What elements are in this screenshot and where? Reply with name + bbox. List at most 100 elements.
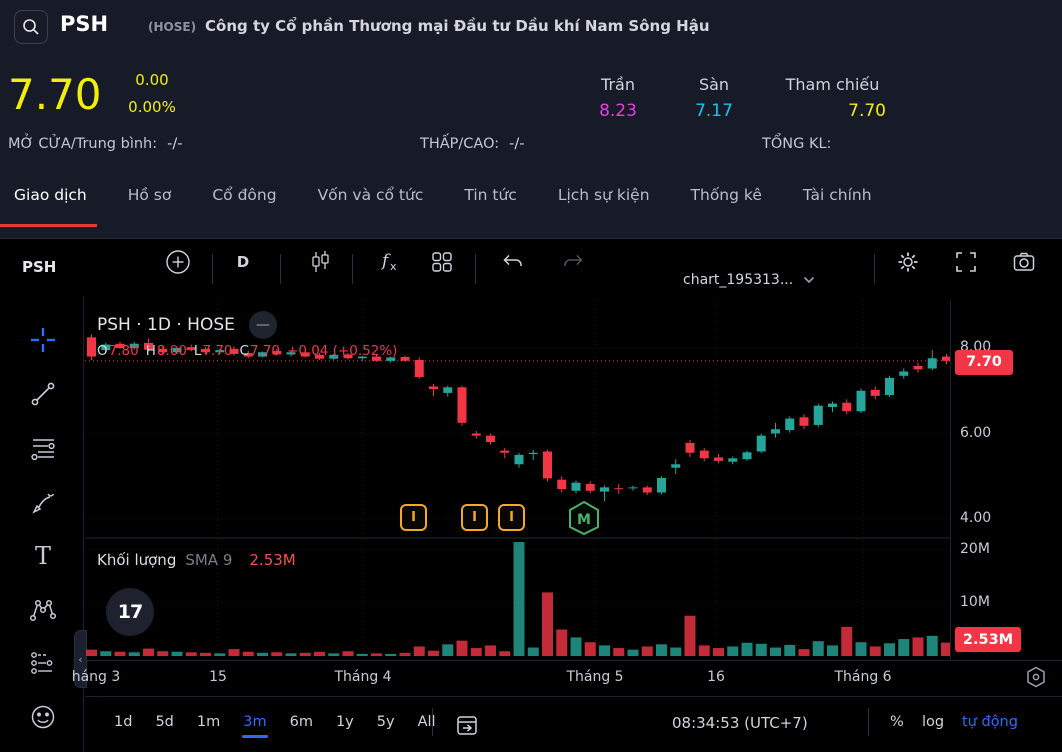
open-avg-value: -/- bbox=[167, 136, 183, 152]
range-5y[interactable]: 5y bbox=[376, 714, 395, 730]
range-1m[interactable]: 1m bbox=[196, 714, 221, 730]
range-3m[interactable]: 3m bbox=[236, 710, 273, 738]
range-1y[interactable]: 1y bbox=[335, 714, 354, 730]
fib-lines-tool-button[interactable] bbox=[25, 430, 61, 466]
forecast-tool-button[interactable] bbox=[25, 645, 61, 681]
pattern-tool-button[interactable] bbox=[25, 592, 61, 628]
svg-text:M: M bbox=[577, 512, 591, 528]
tab-tin-tức[interactable]: Tin tức bbox=[464, 186, 517, 204]
volume-label[interactable]: Khối lượng bbox=[97, 551, 177, 569]
ohlc-key: O bbox=[97, 343, 108, 359]
trend-line-icon bbox=[31, 382, 55, 406]
price-change-pct: 0.00% bbox=[128, 98, 176, 116]
ohlc-value: 8.00 bbox=[156, 343, 187, 359]
emoji-tool-button[interactable] bbox=[25, 699, 61, 735]
ceiling-value: 8.23 bbox=[599, 101, 637, 121]
session-clock[interactable]: 08:34:53 (UTC+7) bbox=[672, 714, 808, 732]
calendar-goto-icon bbox=[457, 716, 477, 735]
chart-style-button[interactable] bbox=[303, 245, 337, 279]
text-tool-button[interactable]: T bbox=[25, 538, 61, 574]
total-volume-label: TỔNG KL: bbox=[762, 136, 832, 152]
header-exchange: (HOSE) bbox=[148, 20, 197, 34]
tab-thống-kê[interactable]: Thống kê bbox=[690, 186, 762, 204]
reference-label: Tham chiếu bbox=[785, 75, 880, 94]
range-all[interactable]: All bbox=[417, 714, 436, 730]
indicator-templates-button[interactable] bbox=[425, 245, 459, 279]
text-icon: T bbox=[35, 542, 51, 570]
low-high: THẤP/CAO: -/- bbox=[420, 136, 525, 152]
volume-tick: 10M bbox=[960, 594, 990, 610]
range-1d[interactable]: 1d bbox=[114, 714, 133, 730]
toolbar-symbol: PSH bbox=[22, 258, 57, 276]
event-marker-i[interactable]: I bbox=[498, 504, 525, 531]
floor-value: 7.17 bbox=[695, 101, 733, 121]
snapshot-button[interactable] bbox=[1007, 245, 1041, 279]
chart-legend: PSH · 1D · HOSE — bbox=[97, 311, 277, 339]
tab-giao-dịch[interactable]: Giao dịch bbox=[0, 186, 97, 227]
low-high-value: -/- bbox=[509, 136, 525, 152]
tab-cổ-đông[interactable]: Cổ đông bbox=[212, 186, 277, 204]
trend-line-tool-button[interactable] bbox=[25, 376, 61, 412]
fullscreen-icon bbox=[956, 252, 976, 272]
chart-name-menu[interactable]: chart_195313... bbox=[683, 256, 815, 304]
brush-tool-button[interactable] bbox=[25, 484, 61, 520]
gear-icon bbox=[898, 252, 918, 272]
last-volume-badge: 2.53M bbox=[955, 627, 1021, 652]
reference-block: Tham chiếu 7.70 bbox=[775, 75, 890, 121]
toolbar-collapse-handle[interactable]: ‹ bbox=[74, 630, 87, 688]
ohlc-change: +0.04 (+0.52%) bbox=[287, 343, 398, 359]
fullscreen-button[interactable] bbox=[949, 245, 983, 279]
ohlc-key: H bbox=[145, 343, 156, 359]
low-high-label: THẤP/CAO: bbox=[420, 136, 500, 152]
chart-settings-button[interactable] bbox=[891, 245, 925, 279]
floor-label: Sàn bbox=[698, 75, 730, 94]
search-icon bbox=[23, 19, 39, 35]
tab-lịch-sự-kiện[interactable]: Lịch sự kiện bbox=[557, 186, 650, 204]
tab-bar: Giao dịch Hồ sơ Cổ đông Vốn và cổ tức Tin tứ… bbox=[0, 186, 872, 227]
reference-value: 7.70 bbox=[848, 101, 886, 121]
axis-settings-button[interactable] bbox=[1022, 664, 1050, 690]
goto-date-button[interactable] bbox=[450, 708, 484, 742]
legend-collapse-button[interactable]: — bbox=[248, 311, 277, 339]
time-axis-label: 16 bbox=[707, 669, 725, 685]
open-avg: MỞ CỬA/Trung bình: -/- bbox=[8, 136, 182, 152]
floor-block: Sàn 7.17 bbox=[679, 75, 749, 121]
tradingview-logo[interactable]: 17 bbox=[106, 588, 154, 636]
auto-scale-button[interactable]: tự động bbox=[962, 714, 1018, 730]
time-axis-label: Tháng 4 bbox=[334, 669, 392, 685]
last-price-badge: 7.70 bbox=[955, 349, 1013, 375]
time-axis-label: háng 3 bbox=[71, 669, 121, 685]
ceiling-block: Trần 8.23 bbox=[583, 75, 653, 121]
compare-add-button[interactable] bbox=[161, 245, 195, 279]
chevron-down-icon bbox=[804, 276, 815, 284]
crosshair-tool-button[interactable] bbox=[25, 322, 61, 358]
percent-scale-button[interactable]: % bbox=[890, 714, 904, 730]
undo-icon bbox=[503, 254, 522, 266]
interval-button[interactable]: D bbox=[236, 253, 250, 271]
tab-hồ-sơ[interactable]: Hồ sơ bbox=[127, 186, 172, 204]
range-6m[interactable]: 6m bbox=[289, 714, 313, 730]
event-marker-i[interactable]: I bbox=[461, 504, 488, 531]
price-volume-chart[interactable] bbox=[85, 300, 950, 660]
range-5d[interactable]: 5d bbox=[155, 714, 174, 730]
redo-button[interactable] bbox=[557, 245, 591, 279]
brush-icon bbox=[32, 493, 55, 514]
open-avg-label: MỞ CỬA/Trung bình: bbox=[8, 136, 158, 152]
ohlc-readout: O 7.80 H 8.00 L 7.70 C 7.70 +0.04 (+0.52%) bbox=[97, 343, 397, 359]
tab-vốn-và-cổ-tức[interactable]: Vốn và cổ tức bbox=[317, 186, 424, 204]
log-scale-button[interactable]: log bbox=[922, 714, 945, 730]
header-symbol: PSH bbox=[60, 12, 109, 36]
price-axis-divider bbox=[950, 300, 951, 660]
event-marker-i[interactable]: I bbox=[400, 504, 427, 531]
event-marker-m[interactable]: M bbox=[567, 500, 601, 536]
legend-title[interactable]: PSH · 1D · HOSE bbox=[97, 315, 235, 335]
tab-tài-chính[interactable]: Tài chính bbox=[802, 186, 872, 204]
chart-widget bbox=[0, 238, 1062, 752]
undo-button[interactable] bbox=[495, 245, 529, 279]
redo-icon bbox=[564, 254, 583, 266]
search-button[interactable] bbox=[14, 10, 48, 44]
chart-name-label: chart_195313... bbox=[683, 272, 794, 288]
